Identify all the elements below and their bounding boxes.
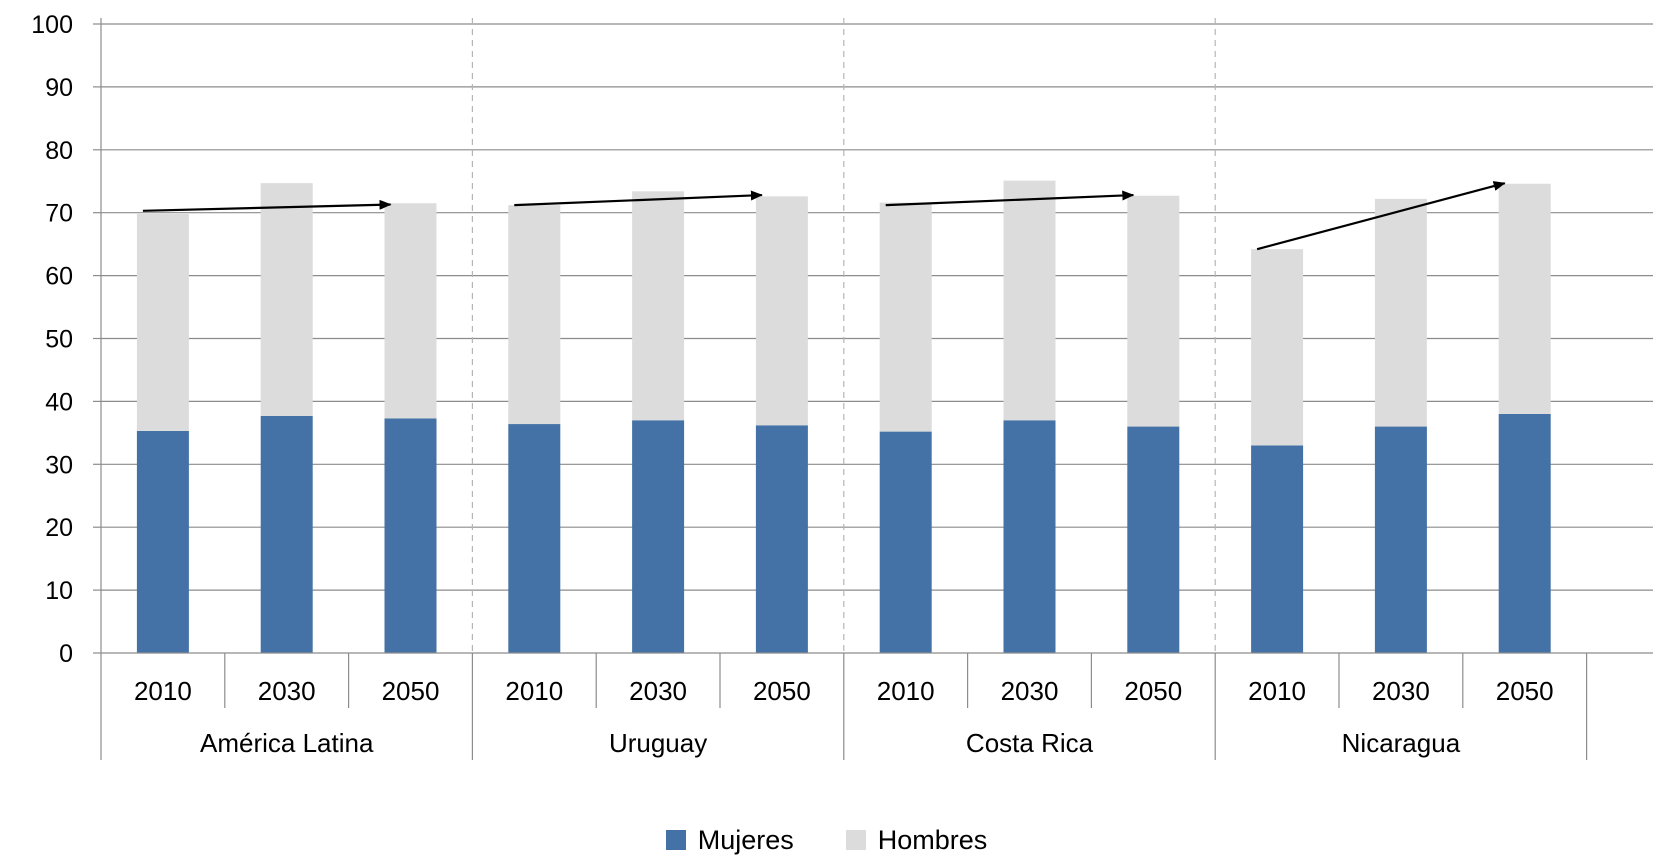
- bar-hombres: [1127, 195, 1180, 427]
- group-label: América Latina: [200, 728, 374, 758]
- bar-mujeres: [632, 420, 685, 653]
- x-tick-label: 2010: [505, 676, 563, 706]
- bar-hombres: [384, 203, 437, 419]
- y-tick-label: 80: [45, 137, 73, 165]
- trend-arrow: [885, 190, 1135, 207]
- bar-mujeres: [755, 425, 808, 653]
- y-tick-label: 20: [45, 514, 73, 542]
- x-tick-label: 2030: [1001, 676, 1059, 706]
- x-tick-label: 2050: [1496, 676, 1554, 706]
- bar-mujeres: [384, 418, 437, 653]
- group-label: Uruguay: [609, 728, 707, 758]
- y-tick-label: 0: [59, 640, 73, 668]
- bar-hombres: [1498, 183, 1551, 414]
- trend-arrow: [514, 190, 763, 207]
- bar-hombres: [879, 202, 932, 432]
- y-tick-label: 40: [45, 388, 73, 416]
- grid: [101, 18, 1653, 653]
- bars: [136, 180, 1551, 653]
- x-tick-label: 2050: [1124, 676, 1182, 706]
- bar-mujeres: [1374, 426, 1427, 653]
- legend-swatch-hombres: [845, 830, 866, 850]
- bar-mujeres: [879, 431, 932, 653]
- x-tick-label: 2010: [877, 676, 935, 706]
- bar-mujeres: [508, 424, 561, 653]
- legend-item-mujeres: Mujeres: [665, 824, 794, 856]
- y-tick-label: 30: [45, 451, 73, 479]
- x-tick-label: 2030: [629, 676, 687, 706]
- legend: Mujeres Hombres: [0, 823, 1653, 857]
- bar-mujeres: [260, 415, 313, 653]
- bar-hombres: [755, 196, 808, 426]
- trend-arrows: [142, 181, 1506, 251]
- bar-hombres: [508, 205, 561, 425]
- trend-arrow: [142, 199, 392, 212]
- legend-label-mujeres: Mujeres: [697, 824, 794, 855]
- y-tick-label: 10: [45, 577, 73, 605]
- group-label: Costa Rica: [966, 728, 1094, 758]
- legend-swatch-mujeres: [665, 830, 686, 850]
- bar-hombres: [1374, 198, 1427, 427]
- bar-hombres: [1003, 180, 1056, 421]
- y-tick-label: 70: [45, 200, 73, 228]
- axes: [93, 18, 1653, 760]
- bar-hombres: [260, 183, 313, 416]
- x-tick-label: 2030: [1372, 676, 1430, 706]
- x-tick-label: 2050: [382, 676, 440, 706]
- x-tick-label: 2030: [258, 676, 316, 706]
- group-label: Nicaragua: [1342, 728, 1461, 758]
- bar-mujeres: [1127, 426, 1180, 653]
- bar-hombres: [136, 213, 189, 431]
- y-tick-label: 90: [45, 74, 73, 102]
- trend-arrow: [1256, 181, 1506, 251]
- legend-item-hombres: Hombres: [845, 824, 988, 856]
- legend-label-hombres: Hombres: [877, 824, 988, 855]
- x-tick-label: 2010: [1248, 676, 1306, 706]
- x-tick-label: 2050: [753, 676, 811, 706]
- bar-mujeres: [1498, 413, 1551, 653]
- bar-hombres: [632, 191, 685, 421]
- y-tick-label: 100: [31, 11, 73, 39]
- y-tick-label: 50: [45, 326, 73, 354]
- bar-hombres: [1251, 249, 1304, 446]
- x-tick-label: 2010: [134, 676, 192, 706]
- y-tick-label: 60: [45, 263, 73, 291]
- bar-mujeres: [1003, 420, 1056, 653]
- bar-mujeres: [1251, 445, 1304, 653]
- bar-mujeres: [136, 430, 189, 653]
